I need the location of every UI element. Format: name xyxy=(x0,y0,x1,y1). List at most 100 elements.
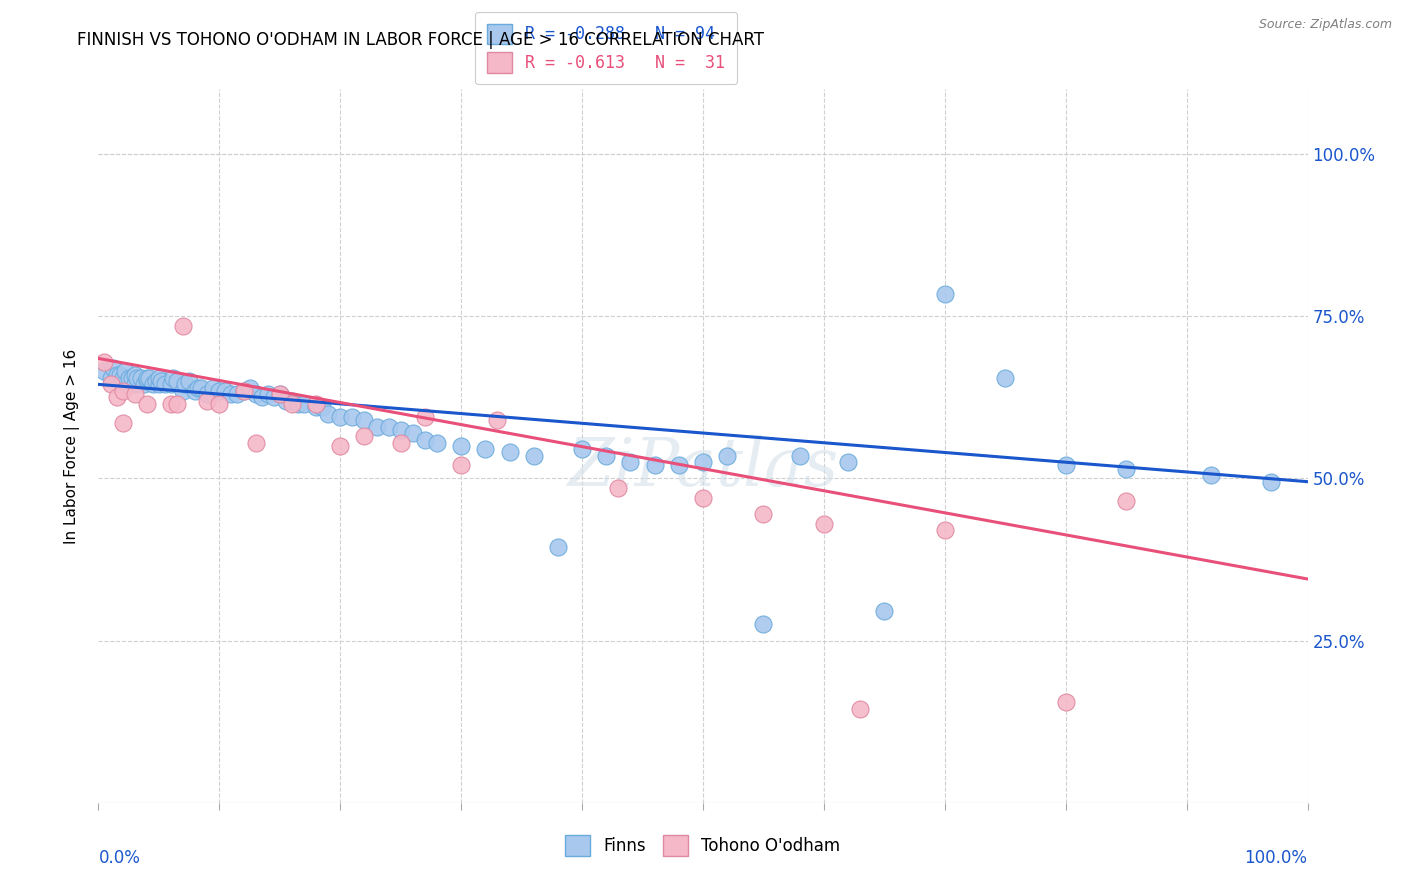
Point xyxy=(208,384,231,398)
Point xyxy=(138,371,160,385)
Point xyxy=(789,449,811,463)
Point xyxy=(994,371,1017,385)
Point xyxy=(571,442,593,457)
Point xyxy=(153,377,176,392)
Point xyxy=(644,458,666,473)
Point xyxy=(752,617,775,632)
Point xyxy=(148,377,170,392)
Point xyxy=(114,364,136,378)
Point xyxy=(292,397,315,411)
Point xyxy=(547,540,569,554)
Point xyxy=(353,413,375,427)
Point xyxy=(329,439,352,453)
Point xyxy=(716,449,738,463)
Point xyxy=(214,384,236,398)
Point xyxy=(1054,458,1077,473)
Point xyxy=(179,374,201,388)
Point xyxy=(256,387,278,401)
Point xyxy=(263,390,285,404)
Point xyxy=(1199,468,1222,483)
Point xyxy=(1115,461,1137,475)
Point xyxy=(195,393,218,408)
Point xyxy=(377,419,399,434)
Point xyxy=(692,491,714,505)
Point xyxy=(281,397,304,411)
Point xyxy=(172,384,194,398)
Point xyxy=(226,387,249,401)
Point xyxy=(619,455,641,469)
Point xyxy=(450,439,472,453)
Legend: Finns, Tohono O'odham: Finns, Tohono O'odham xyxy=(555,825,851,866)
Point xyxy=(813,516,835,531)
Point xyxy=(873,604,896,618)
Point xyxy=(232,384,254,398)
Point xyxy=(111,384,134,398)
Point xyxy=(174,377,197,392)
Point xyxy=(166,397,188,411)
Point xyxy=(135,374,157,388)
Point xyxy=(208,397,231,411)
Point xyxy=(111,377,134,392)
Point xyxy=(135,371,157,385)
Point xyxy=(523,449,546,463)
Point xyxy=(118,371,141,385)
Point xyxy=(108,368,131,382)
Point xyxy=(134,377,156,392)
Point xyxy=(269,387,291,401)
Text: ZiPatlas: ZiPatlas xyxy=(568,434,838,500)
Point xyxy=(111,417,134,431)
Point xyxy=(162,371,184,385)
Point xyxy=(305,400,328,414)
Point xyxy=(329,409,352,424)
Point xyxy=(1115,494,1137,508)
Point xyxy=(121,371,143,385)
Point xyxy=(100,371,122,385)
Point xyxy=(245,435,267,450)
Point xyxy=(111,371,134,385)
Point xyxy=(486,413,509,427)
Point xyxy=(150,374,173,388)
Point xyxy=(160,377,183,392)
Text: FINNISH VS TOHONO O'ODHAM IN LABOR FORCE | AGE > 16 CORRELATION CHART: FINNISH VS TOHONO O'ODHAM IN LABOR FORCE… xyxy=(77,31,765,49)
Text: 0.0%: 0.0% xyxy=(98,849,141,867)
Point xyxy=(305,397,328,411)
Point xyxy=(1260,475,1282,489)
Point xyxy=(148,371,170,385)
Point xyxy=(849,702,872,716)
Point xyxy=(311,400,333,414)
Y-axis label: In Labor Force | Age > 16: In Labor Force | Age > 16 xyxy=(63,349,80,543)
Point xyxy=(595,449,617,463)
Point xyxy=(166,374,188,388)
Point xyxy=(474,442,496,457)
Point xyxy=(202,381,225,395)
Point xyxy=(105,368,128,382)
Point xyxy=(316,407,339,421)
Point xyxy=(190,381,212,395)
Point xyxy=(389,435,412,450)
Point xyxy=(281,393,304,408)
Point xyxy=(692,455,714,469)
Point xyxy=(402,425,425,440)
Point xyxy=(105,390,128,404)
Point xyxy=(135,397,157,411)
Point xyxy=(934,524,956,538)
Point xyxy=(187,381,209,395)
Point xyxy=(287,397,309,411)
Text: Source: ZipAtlas.com: Source: ZipAtlas.com xyxy=(1258,18,1392,31)
Point xyxy=(426,435,449,450)
Point xyxy=(124,387,146,401)
Point xyxy=(413,409,436,424)
Point xyxy=(124,377,146,392)
Point xyxy=(934,286,956,301)
Point xyxy=(221,387,243,401)
Point xyxy=(184,384,207,398)
Point xyxy=(668,458,690,473)
Text: 100.0%: 100.0% xyxy=(1244,849,1308,867)
Point xyxy=(342,409,364,424)
Point xyxy=(172,318,194,333)
Point xyxy=(93,364,115,378)
Point xyxy=(232,384,254,398)
Point xyxy=(366,419,388,434)
Point xyxy=(129,371,152,385)
Point xyxy=(607,481,630,495)
